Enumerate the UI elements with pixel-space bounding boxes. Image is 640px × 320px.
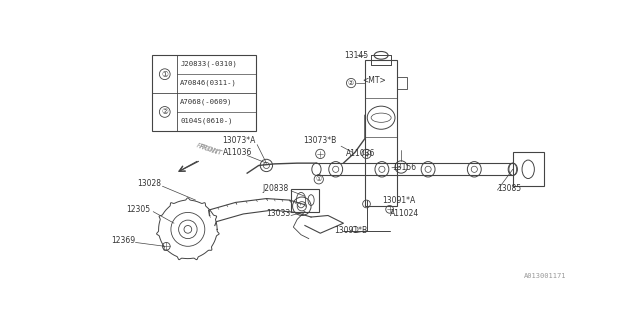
Bar	[291, 188, 319, 212]
Text: 13085: 13085	[497, 184, 522, 193]
Text: <MT>: <MT>	[363, 76, 387, 85]
Text: 13091*A: 13091*A	[383, 196, 416, 204]
Text: 0104S(0610-): 0104S(0610-)	[180, 117, 233, 124]
Text: A7068(-0609): A7068(-0609)	[180, 99, 233, 105]
Text: A11036: A11036	[346, 149, 375, 158]
Text: A013001171: A013001171	[524, 273, 566, 279]
Text: A11036: A11036	[223, 148, 252, 157]
Text: ②: ②	[161, 108, 168, 116]
Text: 12369: 12369	[111, 236, 135, 245]
Text: 13091*B: 13091*B	[334, 227, 367, 236]
Text: 13033: 13033	[266, 210, 291, 219]
Text: 13073*B: 13073*B	[303, 136, 337, 145]
Bar	[513, 152, 543, 186]
Bar	[397, 77, 406, 89]
Text: A11024: A11024	[390, 210, 419, 219]
Text: 13145: 13145	[344, 51, 368, 60]
Text: 13028: 13028	[137, 179, 161, 188]
Text: J20838: J20838	[262, 184, 289, 193]
Text: A70846(0311-): A70846(0311-)	[180, 80, 237, 86]
Text: FRONT: FRONT	[196, 142, 220, 156]
Text: ①: ①	[161, 70, 168, 79]
Text: ②: ②	[348, 80, 354, 86]
Text: 13156: 13156	[392, 163, 416, 172]
Bar	[152, 55, 257, 131]
Text: FRONT: FRONT	[198, 143, 223, 156]
Text: 13073*A: 13073*A	[223, 136, 256, 145]
Text: J20833(-0310): J20833(-0310)	[180, 61, 237, 67]
Text: ①: ①	[316, 176, 322, 182]
Text: 12305: 12305	[126, 205, 150, 214]
Bar	[365, 60, 397, 206]
